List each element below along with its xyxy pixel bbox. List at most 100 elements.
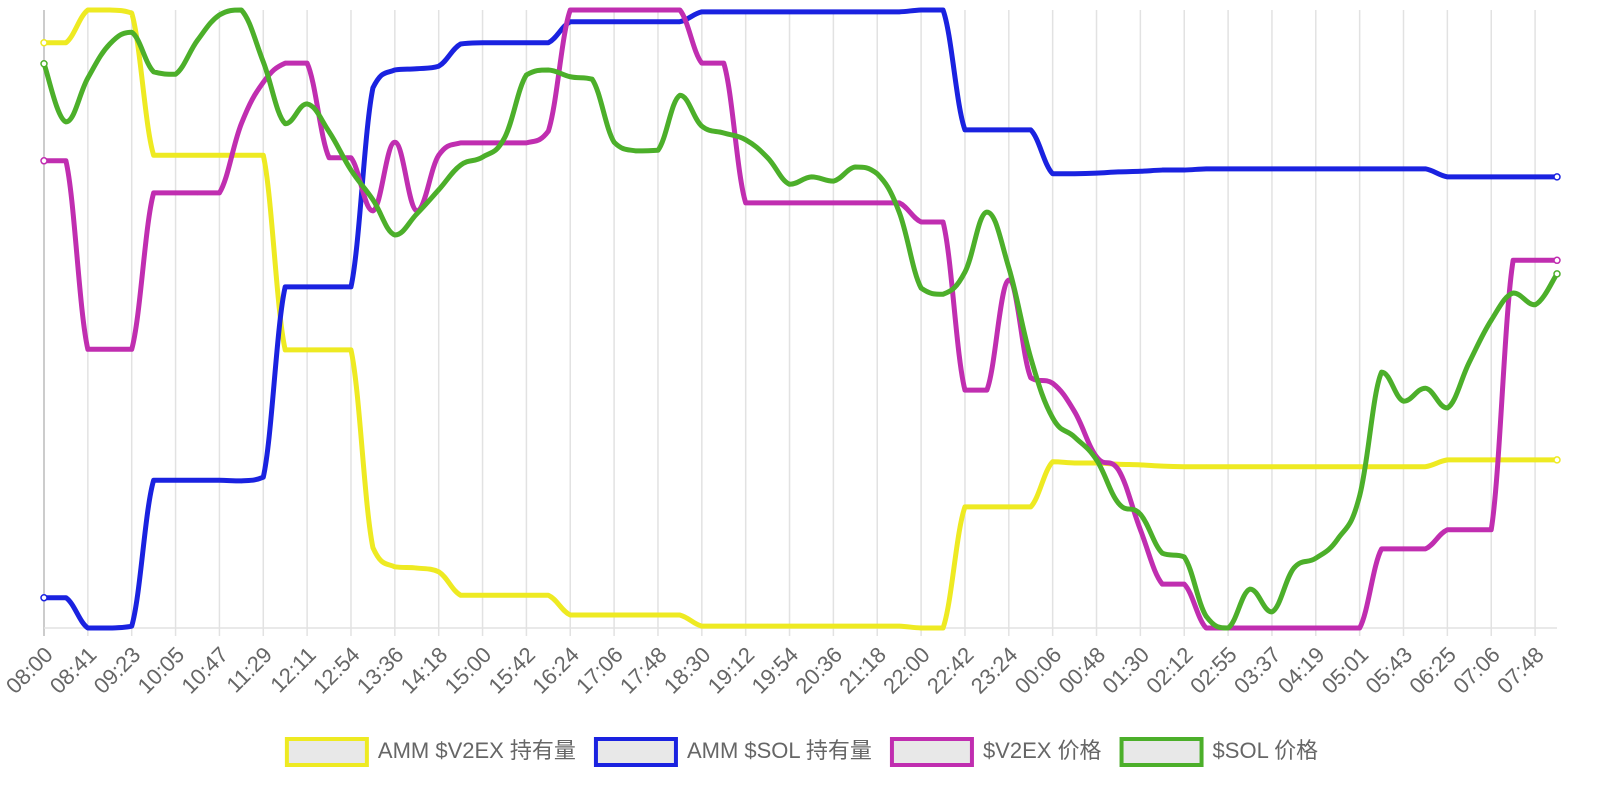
data-point [1423,166,1428,172]
data-point [1357,166,1362,172]
data-point [699,9,705,15]
x-tick-label: 10:47 [176,642,233,699]
data-point [63,40,69,46]
data-point [282,60,288,66]
data-point [326,129,332,134]
x-tick-label: 08:41 [45,642,102,699]
data-point [458,41,463,47]
data-point [589,612,595,618]
data-point [1160,463,1165,469]
series-line [41,7,1560,631]
data-point [743,137,748,143]
data-point [1445,405,1450,411]
data-point [1423,385,1428,391]
data-point [940,292,946,297]
data-point [1094,170,1099,176]
data-point [1116,467,1121,473]
data-point [129,10,134,16]
data-point [1028,127,1033,133]
data-point [502,592,507,598]
data-point [1160,167,1165,173]
data-point [63,119,69,125]
x-tick-label: 22:42 [922,642,979,699]
data-point [1510,290,1516,296]
data-point [655,7,661,13]
data-point [173,190,178,196]
data-point [151,478,156,483]
data-point [414,66,420,71]
data-point [589,19,595,24]
data-point [436,152,441,158]
data-point [282,121,288,126]
data-point [633,148,639,154]
data-point [1291,166,1297,172]
data-point [1335,166,1340,172]
data-point [326,347,332,353]
series-line [43,7,1557,631]
data-point [568,612,573,618]
series-line [44,7,1557,631]
data-point [1313,625,1319,631]
data-point [677,19,683,24]
data-point [107,347,113,352]
data-point [962,269,968,275]
data-point [1050,459,1055,465]
x-tick-label: 03:37 [1229,642,1286,699]
data-point [765,623,770,629]
data-point [765,200,770,206]
data-point [1225,625,1231,631]
data-point [721,60,727,66]
data-point [655,148,661,153]
data-point [568,74,573,79]
data-point [129,29,134,35]
data-point [348,167,354,173]
data-point [546,592,551,598]
data-point [480,154,485,160]
legend-swatch [1119,737,1204,767]
data-point [699,623,705,629]
data-point [1401,546,1406,552]
x-tick-label: 12:54 [308,642,365,699]
data-point [392,564,398,570]
data-point [633,612,639,618]
data-point [1247,586,1253,592]
data-point [984,127,990,133]
data-point [677,612,683,618]
x-tick-label: 22:00 [878,642,935,699]
data-point [1050,171,1055,177]
data-point [1532,457,1538,463]
x-tick-label: 17:06 [571,642,628,699]
data-point [480,592,485,598]
data-point [1181,581,1187,587]
data-point [1532,174,1538,180]
data-point [261,59,266,65]
data-point [1467,360,1472,365]
data-point [1335,464,1340,469]
data-point [217,478,222,483]
data-point [480,140,485,146]
x-tick-label: 08:00 [1,642,58,699]
data-point [1116,500,1121,506]
data-point [1160,550,1165,556]
data-point [721,130,727,136]
data-point [918,7,924,13]
data-point [1247,166,1253,172]
data-point [414,211,420,217]
data-point [1401,166,1406,172]
data-point [1445,174,1450,180]
data-point [962,387,968,393]
data-point [1467,527,1472,532]
data-point [1181,167,1187,173]
data-point [173,152,178,158]
data-point [1532,258,1538,263]
data-point [1269,166,1275,172]
data-point [370,85,376,91]
data-point [1160,581,1165,587]
data-point [458,592,463,598]
data-point [1072,171,1077,177]
data-point [787,623,792,629]
data-point [458,162,463,168]
data-point [1423,464,1428,469]
data-point [304,60,310,66]
data-point [1072,434,1077,440]
